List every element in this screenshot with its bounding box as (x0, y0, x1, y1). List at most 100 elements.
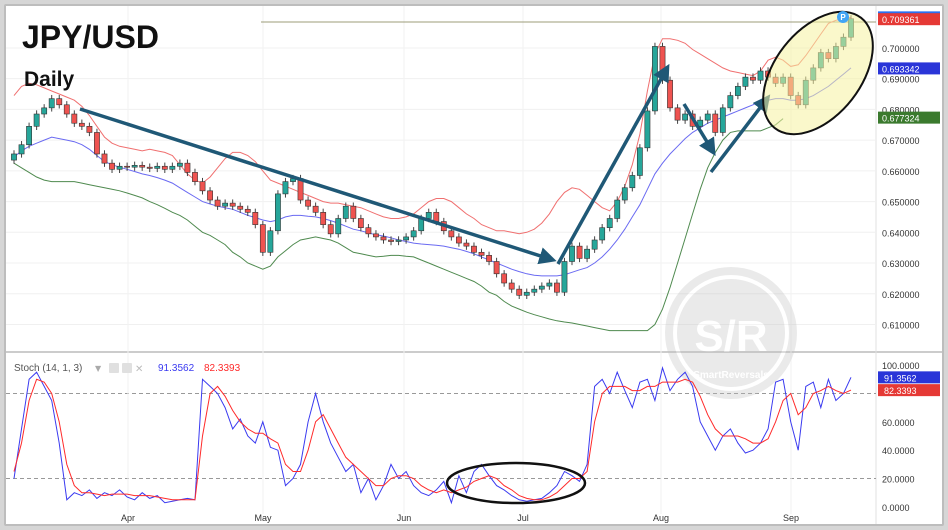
time-tick-label: Apr (121, 513, 135, 523)
candle-body (244, 208, 251, 213)
price-badge (878, 13, 940, 26)
downtrend-arrow (79, 107, 557, 265)
trend-arrows (79, 63, 771, 265)
candle-body (18, 144, 25, 155)
resume-arrow (709, 94, 771, 174)
stoch-tick-label: 0.0000 (882, 503, 910, 513)
price-tick-label: 0.660000 (882, 167, 920, 177)
candle-body (682, 113, 689, 121)
stoch-label: Stoch (14, 1, 3) (14, 363, 82, 374)
candle-body (63, 104, 70, 115)
band-middle (13, 67, 852, 277)
candle-body (146, 166, 153, 169)
price-axis: 0.610000 0.620000 0.630000 0.640000 0.650000… (882, 44, 920, 331)
time-tick-label: Jul (517, 513, 529, 523)
candle-body (373, 233, 379, 238)
stoch-k-line (13, 366, 852, 505)
candle-body (478, 251, 485, 256)
candle-body (395, 239, 402, 242)
candle-body (252, 212, 259, 225)
candle-body (644, 110, 651, 149)
stoch-k-value: 91.3562 (158, 363, 195, 374)
price-tick-label: 0.620000 (882, 290, 920, 300)
stoch-tick-label: 40.0000 (882, 446, 915, 456)
price-badge-label: 0.709361 (882, 15, 920, 25)
candle-body (161, 165, 168, 170)
candle-body (229, 202, 236, 207)
candle-body (101, 153, 108, 164)
candle-body (86, 126, 93, 133)
candle-body (554, 282, 560, 293)
candle-body (184, 162, 191, 173)
time-tick-label: May (254, 513, 272, 523)
candle-body (455, 236, 462, 244)
candle-body (116, 165, 123, 170)
price-tick-label: 0.700000 (882, 44, 920, 54)
pair-title: JPY/USD (22, 19, 159, 55)
candle-body (561, 261, 568, 293)
stoch-grid (6, 392, 876, 480)
price-tick-label: 0.650000 (882, 198, 920, 208)
stoch-badge (878, 371, 940, 384)
stoch-d-line (13, 378, 852, 501)
candles (11, 15, 854, 299)
candle-body (712, 113, 719, 133)
chevron-down-icon[interactable]: ▼ (95, 364, 102, 373)
candle-body (237, 205, 244, 210)
time-axis: Apr May Jun Jul Aug Sep (121, 6, 799, 523)
candle-body (636, 147, 643, 176)
candle-body (357, 218, 364, 228)
candle-body (33, 113, 40, 127)
settings-icon[interactable] (122, 363, 132, 373)
bollinger-bands (13, 16, 852, 332)
candle-body (425, 212, 432, 219)
candle-body (169, 165, 176, 170)
chart-frame: Apr May Jun Jul Aug Sep 0.610000 0.620000 0.630… (4, 4, 944, 526)
candle-body (41, 107, 48, 115)
candle-body (26, 126, 32, 146)
eye-icon[interactable] (109, 363, 119, 373)
chart-canvas: Apr May Jun Jul Aug Sep 0.610000 0.620000 0.630… (6, 6, 942, 524)
candle-body (621, 187, 628, 201)
candle-body (176, 162, 183, 167)
candle-body (674, 107, 681, 121)
candle-body (750, 76, 756, 81)
price-tick-label: 0.640000 (882, 228, 920, 238)
candle-body (486, 255, 492, 262)
candle-body (199, 181, 206, 192)
candle-body (501, 273, 508, 284)
candle-body (78, 122, 85, 127)
candle-body (727, 95, 734, 109)
highlight-ellipse (762, 10, 874, 136)
candle-body (576, 245, 583, 259)
candle-body (614, 199, 621, 219)
price-tick-label: 0.670000 (882, 136, 920, 146)
stoch-tick-label: 60.0000 (882, 418, 915, 428)
candle-body (704, 113, 711, 121)
candle-body (584, 248, 590, 259)
p-marker: P (837, 11, 849, 23)
candle-body (538, 285, 545, 290)
candle-body (591, 239, 598, 250)
stoch-badge (878, 384, 940, 397)
candle-body (463, 242, 470, 247)
candle-body (207, 190, 213, 201)
stoch-tick-label: 100.0000 (882, 361, 920, 371)
stoch-axis: 100.0000 60.0000 40.0000 20.0000 0.0000 (882, 361, 920, 513)
price-tick-label: 0.630000 (882, 259, 920, 269)
candle-body (516, 288, 523, 296)
candle-body (11, 153, 17, 161)
candle-body (222, 202, 229, 207)
candle-body (380, 236, 387, 241)
candle-body (275, 193, 281, 232)
candle-body (267, 230, 274, 253)
uptrend-arrow (556, 63, 670, 265)
candle-body (56, 98, 63, 106)
band-lower (13, 118, 784, 332)
candle-body (742, 76, 749, 87)
stoch-legend[interactable]: Stoch (14, 1, 3) ▼ ✕ 91.3562 82.3393 (14, 363, 241, 375)
candle-body (282, 181, 289, 195)
candle-body (327, 224, 334, 235)
close-icon[interactable]: ✕ (135, 364, 143, 375)
